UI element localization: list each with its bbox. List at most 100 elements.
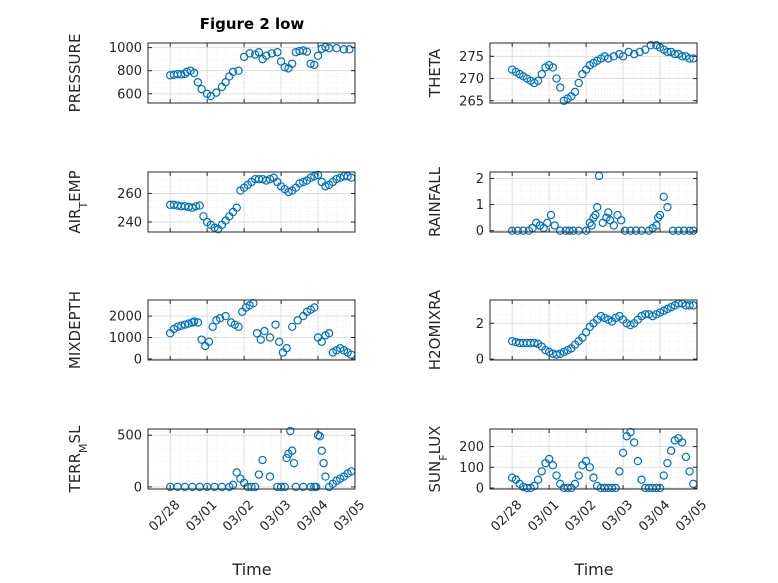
data-point xyxy=(299,177,308,187)
y-axis-label-mixdepth: MIXDEPTH xyxy=(66,291,84,369)
data-point xyxy=(609,221,619,230)
x-tick-label: 03/01 xyxy=(525,498,562,535)
data-point xyxy=(321,182,330,191)
data-point xyxy=(556,83,565,92)
data-point xyxy=(295,179,304,188)
data-point xyxy=(604,208,613,217)
data-point xyxy=(339,45,349,54)
data-point xyxy=(287,322,297,331)
data-point xyxy=(332,43,341,53)
data-point xyxy=(289,458,299,468)
data-point xyxy=(210,223,219,232)
data-point xyxy=(197,84,206,94)
data-point xyxy=(611,483,620,493)
data-point xyxy=(685,301,694,310)
data-point xyxy=(631,226,641,235)
data-point xyxy=(609,52,619,61)
data-point xyxy=(633,456,643,466)
x-tick-label: 03/04 xyxy=(636,498,673,535)
data-point xyxy=(543,218,552,228)
data-point xyxy=(678,52,687,61)
data-point xyxy=(565,226,574,235)
data-point xyxy=(345,45,354,54)
data-point xyxy=(598,218,607,228)
data-point xyxy=(184,319,193,328)
data-point xyxy=(310,172,319,181)
data-point xyxy=(513,226,522,235)
data-point xyxy=(663,47,672,57)
data-point xyxy=(310,60,319,70)
data-point xyxy=(548,461,558,470)
data-point xyxy=(637,475,646,484)
data-point xyxy=(275,337,284,346)
data-point xyxy=(678,438,687,447)
data-point xyxy=(592,203,602,212)
data-point xyxy=(655,210,665,220)
data-point xyxy=(568,226,578,235)
data-point xyxy=(262,51,271,60)
panel-air-temp: 240 260 AIRTEMP xyxy=(66,170,356,234)
data-point xyxy=(548,63,558,72)
data-point xyxy=(221,311,230,321)
y-axis-label-sun-flux: SUNFLUX xyxy=(426,426,450,493)
data-point xyxy=(615,467,624,476)
data-point xyxy=(689,479,698,489)
data-point xyxy=(204,337,214,346)
data-point xyxy=(550,221,559,230)
data-point xyxy=(552,74,561,83)
data-point xyxy=(310,303,319,312)
data-point xyxy=(302,47,312,56)
panel-sun-flux: 0 100 200 02/28 03/01 03/02 03/03 03/04 03/05 SUN… xyxy=(426,426,710,535)
data-point xyxy=(287,446,297,455)
x-tick-label: 03/05 xyxy=(673,498,710,535)
data-point xyxy=(570,87,580,97)
x-tick-label: 03/03 xyxy=(599,498,636,535)
data-point xyxy=(232,468,241,477)
data-point xyxy=(215,314,225,323)
data-point xyxy=(666,446,676,455)
data-point xyxy=(208,322,217,331)
data-point xyxy=(552,471,561,480)
y-tick-label: 0 xyxy=(134,480,142,495)
data-point xyxy=(217,82,227,92)
data-point xyxy=(652,221,661,230)
data-point xyxy=(247,482,256,492)
data-point xyxy=(653,213,663,222)
data-point xyxy=(254,48,264,57)
data-point xyxy=(228,480,238,490)
x-tick-label: 03/01 xyxy=(183,498,220,535)
data-point xyxy=(674,226,683,235)
panel-theta: 265 270 275 THETA xyxy=(426,41,698,109)
panel-pressure: 600 800 1000 PRESSURE xyxy=(66,34,356,112)
axes-box xyxy=(489,42,698,104)
panel-mixdepth: 0 1000 2000 MIXDEPTH xyxy=(66,291,356,369)
data-point xyxy=(552,350,561,359)
data-point xyxy=(306,482,315,492)
data-point xyxy=(321,472,330,481)
y-axis-label-rainfall: RAINFALL xyxy=(426,166,444,237)
data-point xyxy=(276,482,286,492)
panel-rainfall: 0 1 2 RAINFALL xyxy=(426,166,698,239)
data-point xyxy=(265,472,275,481)
data-point xyxy=(533,475,543,484)
data-point xyxy=(280,63,289,72)
data-point xyxy=(286,426,295,436)
data-point xyxy=(195,201,204,210)
data-point xyxy=(585,463,595,472)
data-point xyxy=(591,210,600,220)
x-tick-label: 03/02 xyxy=(562,498,599,535)
y-tick-label: 500 xyxy=(117,429,142,444)
y-tick-label: 265 xyxy=(459,94,484,109)
x-tick-label: 03/03 xyxy=(257,498,294,535)
data-point xyxy=(537,467,546,476)
data-point xyxy=(188,203,197,212)
data-point xyxy=(315,432,325,441)
data-point xyxy=(629,438,639,447)
data-point xyxy=(287,59,297,68)
data-point xyxy=(293,316,302,325)
y-axis-label-air-temp: AIRTEMP xyxy=(66,170,90,233)
axes-box xyxy=(489,299,698,361)
data-point xyxy=(190,68,199,78)
data-point xyxy=(282,453,291,463)
data-point xyxy=(537,69,546,79)
